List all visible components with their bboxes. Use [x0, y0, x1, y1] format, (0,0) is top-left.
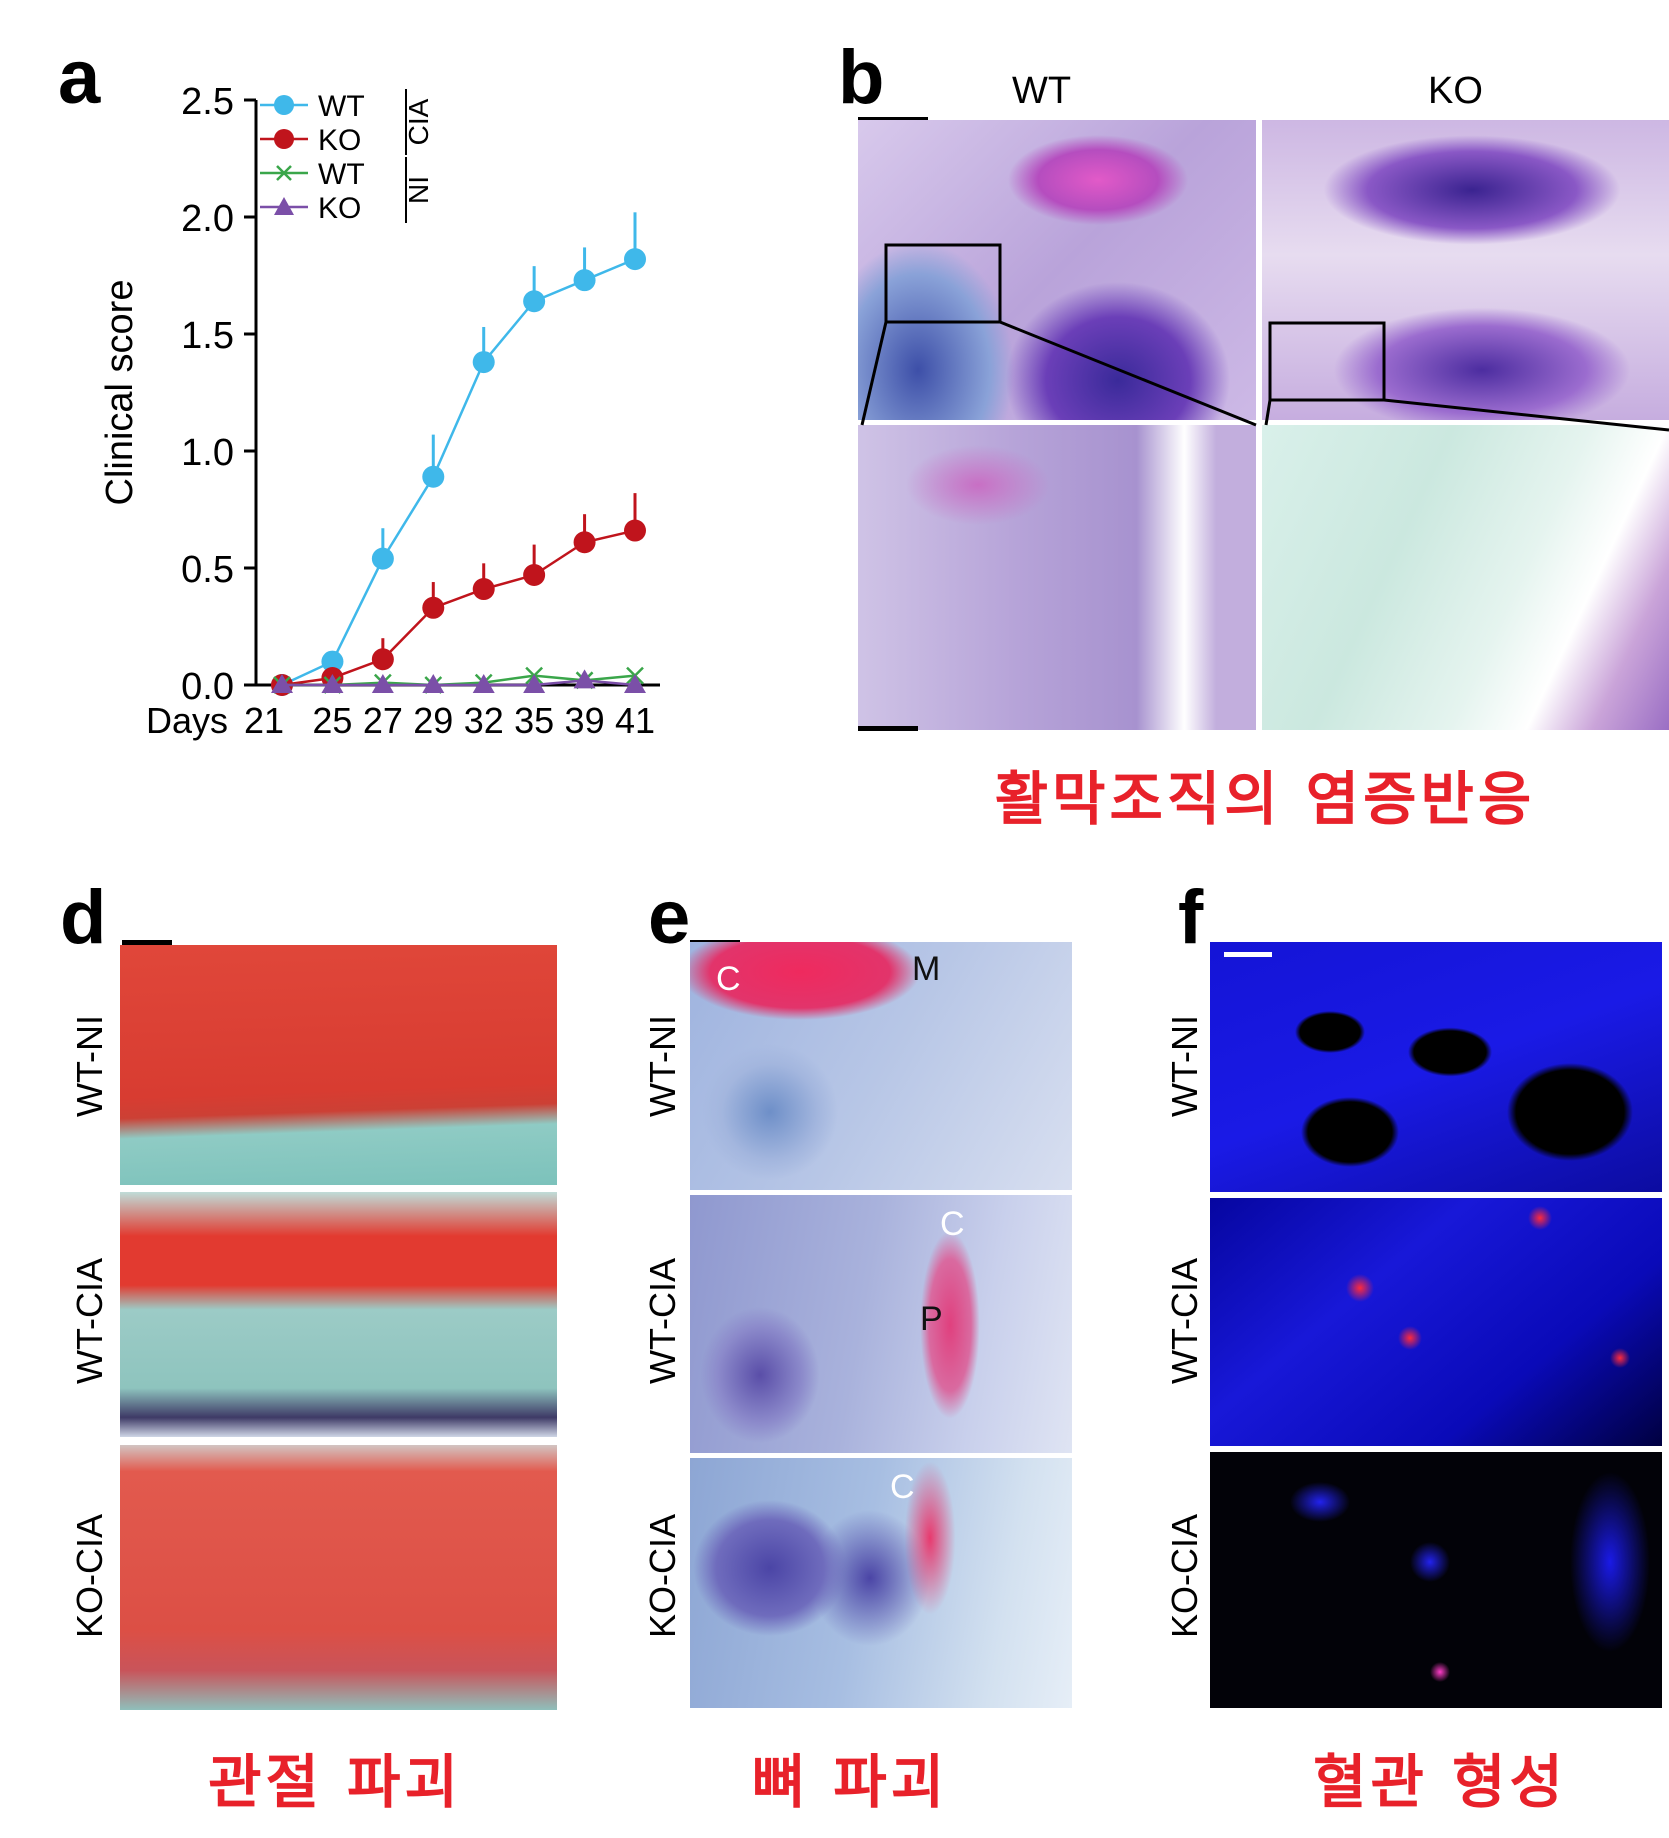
annotation-c: C: [890, 1468, 915, 1506]
data-point: [472, 578, 495, 601]
annotation-m: M: [912, 950, 941, 988]
series-wt-cia: [271, 212, 646, 696]
data-point: [573, 269, 596, 292]
x-tick-label: 25: [312, 700, 352, 741]
data-point: [624, 674, 646, 693]
caption-bone-destruction: 뼈 파괴: [751, 1748, 949, 1816]
row-label-f-wt-ni: WT-NI: [1164, 1015, 1205, 1117]
data-point: [371, 648, 394, 671]
legend-group-label: CIA: [403, 98, 434, 145]
data-point: [472, 674, 495, 693]
data-point: [371, 547, 394, 570]
data-point: [271, 674, 293, 693]
row-label-d-wt-ni: WT-NI: [69, 1015, 110, 1117]
micrograph-ko-zoom: [1262, 425, 1669, 730]
caption-angiogenesis: 혈관 형성: [1313, 1748, 1567, 1816]
legend-group-label: NI: [403, 176, 434, 204]
micrograph-f-wt-cia: [1210, 1198, 1662, 1446]
row-label-d-wt-cia: WT-CIA: [69, 1258, 110, 1384]
micrograph-d-wt-ni: [120, 945, 557, 1185]
panel-letter-b: b: [838, 35, 885, 120]
scale-bar-d: [122, 940, 172, 945]
row-label-e-wt-ni: WT-NI: [642, 1015, 683, 1117]
legend-marker: [276, 165, 292, 181]
legend-entry-ko-cia: KO: [260, 124, 361, 157]
series-line: [281, 257, 636, 687]
legend-entry-wt-ni: WT: [260, 158, 365, 191]
data-point: [523, 564, 546, 587]
column-header-wt: WT: [1012, 70, 1072, 112]
series-ko-ni: [271, 669, 646, 693]
micrograph-wt-zoom: [858, 425, 1256, 730]
data-point: [422, 465, 445, 488]
legend-label: KO: [318, 124, 361, 157]
row-label-e-wt-cia: WT-CIA: [642, 1258, 683, 1384]
legend-marker: [274, 129, 294, 149]
series-line: [282, 679, 636, 687]
annotation-p: P: [920, 1300, 943, 1338]
data-point: [321, 650, 344, 673]
data-point: [371, 674, 394, 693]
legend-label: WT: [318, 158, 365, 191]
caption-joint-destruction: 관절 파괴: [208, 1748, 462, 1816]
legend-entry-ko-ni: KO: [260, 192, 361, 225]
micrograph-d-wt-cia: [120, 1192, 557, 1437]
x-tick-label: 29: [413, 700, 453, 741]
data-point: [523, 290, 546, 313]
row-label-f-wt-cia: WT-CIA: [1164, 1258, 1205, 1384]
row-label-f-ko-cia: KO-CIA: [1164, 1514, 1205, 1639]
data-point: [523, 674, 546, 693]
micrograph-wt-overview: [858, 120, 1256, 420]
clinical-score-chart: 0.0 0.5 1.0 1.5 2.0 2.5 Clinical score Days 21 25…: [99, 81, 660, 741]
micrograph-e-wt-ni: C M: [690, 942, 1072, 1190]
scale-bar-f: [1224, 952, 1272, 957]
x-tick-label: 32: [464, 700, 504, 741]
panel-letter-f: f: [1178, 875, 1204, 960]
y-axis-label: Clinical score: [99, 280, 141, 506]
micrograph-f-wt-ni: [1210, 942, 1662, 1192]
data-point: [321, 674, 344, 693]
micrograph-ko-overview: [1262, 120, 1669, 420]
legend-label: KO: [318, 192, 361, 225]
row-label-e-ko-cia: KO-CIA: [642, 1514, 683, 1639]
data-point: [624, 519, 646, 542]
y-tick-label: 1.5: [181, 315, 234, 357]
data-point: [422, 674, 445, 693]
scale-bar: [858, 117, 928, 122]
data-point: [472, 351, 495, 374]
micrograph-e-wt-cia: C P: [690, 1195, 1072, 1453]
panel-letter-d: d: [60, 875, 107, 960]
panel-letter-e: e: [648, 875, 691, 960]
legend-marker: [274, 197, 294, 215]
legend-entry-wt-cia: WT: [260, 90, 365, 123]
x-tick-label: 35: [514, 700, 554, 741]
micrograph-d-ko-cia: [120, 1445, 557, 1710]
micrograph-e-ko-cia: C: [690, 1458, 1072, 1708]
row-label-d-ko-cia: KO-CIA: [69, 1514, 110, 1639]
x-tick-label: 41: [615, 700, 655, 741]
scale-bar-zoom: [858, 726, 918, 731]
legend-marker: [274, 95, 294, 115]
caption-synovial-inflammation: 활막조직의 염증반응: [994, 765, 1536, 833]
y-tick-label: 1.0: [181, 432, 234, 474]
micrograph-f-ko-cia: [1210, 1452, 1662, 1708]
y-tick-label: 0.5: [181, 549, 234, 591]
x-axis-label: Days: [146, 700, 228, 741]
annotation-c: C: [940, 1205, 965, 1243]
x-tick-label: 27: [363, 700, 403, 741]
data-point: [573, 531, 596, 554]
legend-label: WT: [318, 90, 365, 123]
data-point: [422, 596, 445, 619]
y-tick-label: 2.5: [181, 81, 234, 123]
x-tick-label: 21: [244, 700, 284, 741]
panel-letter-a: a: [58, 35, 101, 120]
data-point: [624, 248, 646, 271]
y-tick-label: 0.0: [181, 666, 234, 708]
x-tick-label: 39: [565, 700, 605, 741]
y-tick-label: 2.0: [181, 198, 234, 240]
annotation-c: C: [716, 960, 741, 998]
column-header-ko: KO: [1428, 70, 1483, 112]
data-point: [573, 669, 596, 689]
